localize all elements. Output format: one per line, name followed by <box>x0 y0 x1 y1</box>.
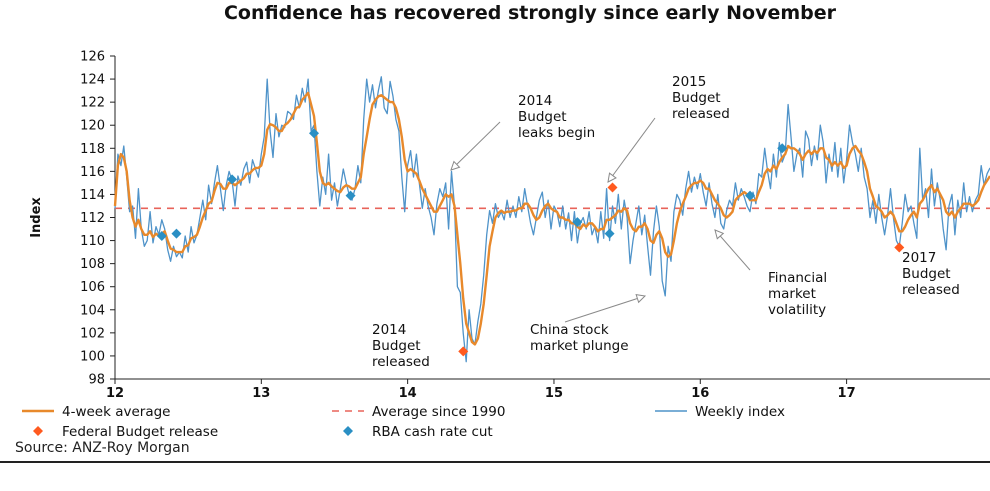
y-tick-label: 116 <box>80 165 105 180</box>
marker-rba-cash-rate-cut <box>171 228 182 239</box>
annotation-text: released <box>372 354 430 370</box>
marker-rba-cash-rate-cut <box>227 174 238 185</box>
annotation-arrow <box>607 117 656 183</box>
annotation-text: 2014 <box>372 322 406 338</box>
marker-rba-cash-rate-cut <box>308 128 319 139</box>
annotation-arrow <box>564 295 646 323</box>
annotation-text: Budget <box>372 338 421 354</box>
annotation-arrow <box>450 121 501 171</box>
annotation-text: China stock <box>530 322 609 338</box>
annotation-arrow <box>714 229 751 271</box>
y-tick-label: 98 <box>88 373 105 388</box>
marker-federal-budget-release <box>607 182 618 193</box>
annotation-text: leaks begin <box>518 125 595 141</box>
x-tick-label: 15 <box>545 386 563 401</box>
x-tick-label: 14 <box>399 386 417 401</box>
annotation-text: 2014 <box>518 93 552 109</box>
series-4-week-average <box>113 91 990 346</box>
x-tick-label: 12 <box>106 386 124 401</box>
y-tick-label: 112 <box>80 211 105 226</box>
annotation-text: 2015 <box>672 74 706 90</box>
annotation-text: Budget <box>672 90 721 106</box>
legend-swatch-rba-cash-rate-cut <box>343 426 353 436</box>
annotation-arrowhead <box>635 294 647 304</box>
annotation-arrowhead <box>450 160 461 171</box>
annotation-text: volatility <box>768 302 826 318</box>
y-tick-label: 100 <box>80 349 105 364</box>
marker-rba-cash-rate-cut <box>604 228 615 239</box>
chart-title: Confidence has recovered strongly since … <box>223 2 836 24</box>
legend-label: 4-week average <box>62 404 171 420</box>
legend: 4-week average Average since 1990 Weekly i… <box>22 404 785 440</box>
legend-label: Weekly index <box>695 404 785 420</box>
legend-label: Federal Budget release <box>62 424 218 440</box>
y-tick-label: 102 <box>80 326 105 341</box>
bottom-divider <box>0 461 990 463</box>
annotation-text: Budget <box>518 109 567 125</box>
y-tick-label: 120 <box>80 119 105 134</box>
marker-rba-cash-rate-cut <box>156 230 167 241</box>
y-tick-label: 104 <box>80 303 105 318</box>
x-tick-label: 16 <box>691 386 709 401</box>
annotation-arrowhead <box>714 229 725 240</box>
annotation-text: released <box>672 106 730 122</box>
annotation-text: released <box>902 282 960 298</box>
marker-federal-budget-release <box>894 242 905 253</box>
x-tick-label: 17 <box>838 386 856 401</box>
x-tick-label: 13 <box>252 386 270 401</box>
y-tick-label: 106 <box>80 280 105 295</box>
marker-rba-cash-rate-cut <box>777 143 788 154</box>
annotation-text: market plunge <box>530 338 629 354</box>
y-tick-label: 122 <box>80 96 105 111</box>
annotation-text: market <box>768 286 816 302</box>
series-layer <box>113 76 990 363</box>
y-tick-label: 114 <box>80 188 105 203</box>
y-tick-label: 118 <box>80 142 105 157</box>
axis-layer: 98 100 102 104 106 108 110 112 114 116 118 120 122 12… <box>29 50 990 401</box>
annotation-text: 2017 <box>902 250 936 266</box>
annotation-arrowhead <box>607 172 617 183</box>
series-weekly-index <box>114 76 990 363</box>
y-tick-label: 126 <box>80 50 105 65</box>
marker-rba-cash-rate-cut <box>745 190 756 201</box>
source-note: Source: ANZ-Roy Morgan <box>15 440 190 456</box>
y-tick-label: 108 <box>80 257 105 272</box>
marker-rba-cash-rate-cut <box>345 190 356 201</box>
marker-federal-budget-release <box>458 346 469 357</box>
legend-label: Average since 1990 <box>372 404 505 420</box>
y-tick-label: 124 <box>80 73 105 88</box>
legend-swatch-federal-budget-release <box>33 426 43 436</box>
y-tick-label: 110 <box>80 234 105 249</box>
y-axis-title: Index <box>29 197 44 238</box>
marker-rba-cash-rate-cut <box>572 217 583 228</box>
annotation-text: Budget <box>902 266 951 282</box>
legend-label: RBA cash rate cut <box>372 424 493 440</box>
annotation-text: Financial <box>768 270 827 286</box>
marker-layer <box>156 128 905 357</box>
